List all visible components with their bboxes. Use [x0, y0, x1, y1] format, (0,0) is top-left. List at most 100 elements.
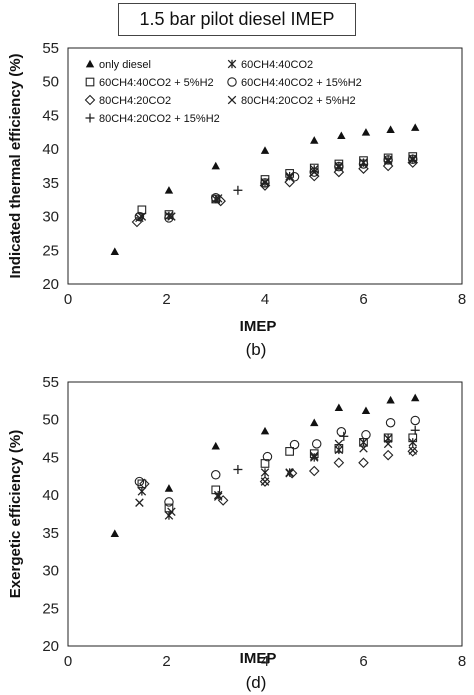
d-x-tick-6: 6 [359, 653, 367, 670]
b-point-60ch4-40co2-15-h2-7 [358, 159, 369, 169]
legend-item-60ch4-40co2-5-h2: 60CH4:40CO2 + 5%H2 [85, 77, 214, 89]
b-y-tick-40: 40 [42, 141, 59, 158]
panel-b-y-tick-labels: 20 25 30 35 40 45 50 55 [42, 40, 59, 293]
b-point-only-diesel-4 [310, 136, 319, 144]
d-point-only-diesel-8 [411, 393, 420, 402]
d-point-60ch4-40co2-5-h2-0 [137, 479, 147, 489]
b-y-tick-30: 30 [42, 209, 59, 226]
d-point-60ch4-40co2-1 [164, 511, 174, 520]
b-y-tick-55: 55 [42, 40, 59, 57]
b-y-tick-45: 45 [42, 107, 59, 124]
legend-marker-60ch4-40co2-15-h2 [227, 77, 237, 87]
d-point-60ch4-40co2-15-h2-3 [262, 451, 273, 462]
b-x-tick-6: 6 [359, 291, 367, 308]
d-point-only-diesel-4 [310, 418, 319, 427]
b-point-80ch4-20co2-5-h2-4 [285, 173, 294, 182]
d-point-80ch4-20co2-5-h2-1 [167, 507, 176, 516]
legend-item-60ch4-40co2-15-h2: 60CH4:40CO2 + 15%H2 [227, 77, 362, 89]
panel-b-label: (b) [246, 340, 267, 359]
b-point-60ch4-40co2-15-h2-0 [134, 211, 145, 222]
d-point-60ch4-40co2-5-h2-9 [408, 433, 418, 443]
d-point-80ch4-20co2-7 [382, 449, 394, 461]
d-series-only-diesel [110, 393, 420, 537]
legend-marker-60ch4-40co2 [227, 59, 237, 69]
d-series-60ch4-40co2 [137, 434, 418, 520]
d-x-tick-2: 2 [162, 653, 170, 670]
panel-b-chart: 20 25 30 35 40 45 50 55 0 2 4 6 8 only diesel 60CH4:… [7, 40, 466, 359]
panel-b-plot-frame [67, 47, 463, 285]
legend-item-only-diesel: only diesel [85, 59, 151, 71]
b-point-60ch4-40co2-8 [383, 155, 393, 165]
panel-b-legend: only diesel 60CH4:40CO2 60CH4:40CO2 + 5%H2… [84, 59, 362, 125]
legend-label-60ch4-40co2-5-h2: 60CH4:40CO2 + 5%H2 [99, 77, 214, 89]
legend-marker-80ch4-20co2-15-h2 [85, 113, 95, 123]
d-series-60ch4-40co2-5-h2 [137, 433, 418, 513]
panel-d-x-tick-labels: 0 2 4 6 8 [64, 653, 466, 670]
b-point-80ch4-20co2-6 [358, 163, 369, 174]
panel-b-x-tick-labels: 0 2 4 6 8 [64, 291, 466, 308]
b-point-60ch4-40co2-15-h2-6 [334, 161, 344, 172]
b-x-tick-4: 4 [261, 291, 269, 308]
b-series-60ch4-40co2-15-h2 [134, 154, 418, 223]
b-x-tick-0: 0 [64, 291, 72, 308]
d-y-tick-25: 25 [42, 600, 59, 617]
d-point-60ch4-40co2-15-h2-9 [410, 415, 420, 426]
d-point-80ch4-20co2-6 [358, 457, 369, 468]
legend-item-80ch4-20co2: 80CH4:20CO2 [84, 94, 171, 107]
panel-b-y-axis-label: Indicated thermal efficiency (%) [7, 53, 24, 278]
legend-label-80ch4-20co2: 80CH4:20CO2 [99, 95, 171, 107]
d-point-only-diesel-6 [361, 406, 371, 415]
b-point-only-diesel-8 [411, 123, 420, 131]
d-y-tick-30: 30 [42, 563, 59, 580]
b-point-only-diesel-2 [211, 161, 220, 170]
b-point-80ch4-20co2-8 [407, 157, 419, 168]
d-point-60ch4-40co2-7 [359, 438, 368, 447]
b-point-only-diesel-7 [386, 125, 395, 133]
b-point-only-diesel-3 [260, 146, 270, 154]
b-point-80ch4-20co2-5-h2-1 [167, 212, 176, 221]
d-point-60ch4-40co2-5-h2-1 [164, 503, 174, 513]
d-point-60ch4-40co2-5-h2-5 [309, 449, 319, 459]
legend-item-60ch4-40co2: 60CH4:40CO2 [227, 59, 313, 71]
legend-item-80ch4-20co2-5-h2: 80CH4:20CO2 + 5%H2 [227, 95, 356, 107]
legend-marker-only-diesel [85, 59, 95, 68]
d-point-80ch4-20co2-5-h2-7 [359, 444, 368, 453]
d-y-tick-45: 45 [42, 449, 59, 466]
legend-marker-60ch4-40co2-5-h2 [85, 77, 95, 87]
d-point-60ch4-40co2-15-h2-8 [385, 417, 396, 428]
b-y-tick-50: 50 [42, 74, 59, 91]
b-point-80ch4-20co2-5-h2-9 [408, 155, 418, 165]
legend-label-80ch4-20co2-5-h2: 80CH4:20CO2 + 5%H2 [241, 95, 356, 107]
d-point-60ch4-40co2-5-h2-4 [285, 447, 294, 456]
b-point-60ch4-40co2-5-h2-0 [137, 205, 147, 215]
b-point-60ch4-40co2-15-h2-5 [309, 167, 319, 177]
d-x-tick-8: 8 [458, 653, 466, 670]
b-y-tick-35: 35 [42, 175, 59, 192]
d-point-80ch4-20co2-5-h2-9 [408, 446, 418, 455]
d-series-80ch4-20co2-5-h2 [135, 439, 418, 516]
legend-marker-80ch4-20co2 [84, 94, 96, 106]
d-point-60ch4-40co2-15-h2-0 [134, 476, 145, 487]
d-point-80ch4-20co2-3 [286, 467, 298, 479]
d-point-80ch4-20co2-8 [407, 446, 419, 457]
b-point-80ch4-20co2-5-h2-7 [359, 158, 368, 167]
b-point-80ch4-20co2-0 [131, 216, 143, 228]
legend-label-only-diesel: only diesel [99, 59, 151, 71]
d-point-80ch4-20co2-5-h2-2 [213, 492, 223, 501]
d-point-80ch4-20co2-5-h2-4 [285, 469, 294, 478]
d-point-only-diesel-3 [260, 426, 270, 435]
d-series-80ch4-20co2 [139, 446, 419, 506]
d-point-only-diesel-5 [334, 403, 344, 412]
d-point-only-diesel-0 [110, 529, 119, 537]
d-point-80ch4-20co2-5-h2-0 [135, 498, 144, 507]
b-point-80ch4-20co2-5-h2-3 [260, 177, 270, 187]
legend-marker-80ch4-20co2-5-h2 [227, 95, 237, 105]
d-point-60ch4-40co2-5-h2-8 [383, 433, 393, 443]
panel-b-x-axis-label: IMEP [240, 318, 277, 335]
b-series-only-diesel [110, 123, 420, 255]
d-point-60ch4-40co2-15-h2-5 [311, 439, 322, 449]
b-point-only-diesel-0 [110, 247, 119, 255]
figure-title: 1.5 bar pilot diesel IMEP [118, 3, 356, 36]
d-x-tick-0: 0 [64, 653, 72, 670]
